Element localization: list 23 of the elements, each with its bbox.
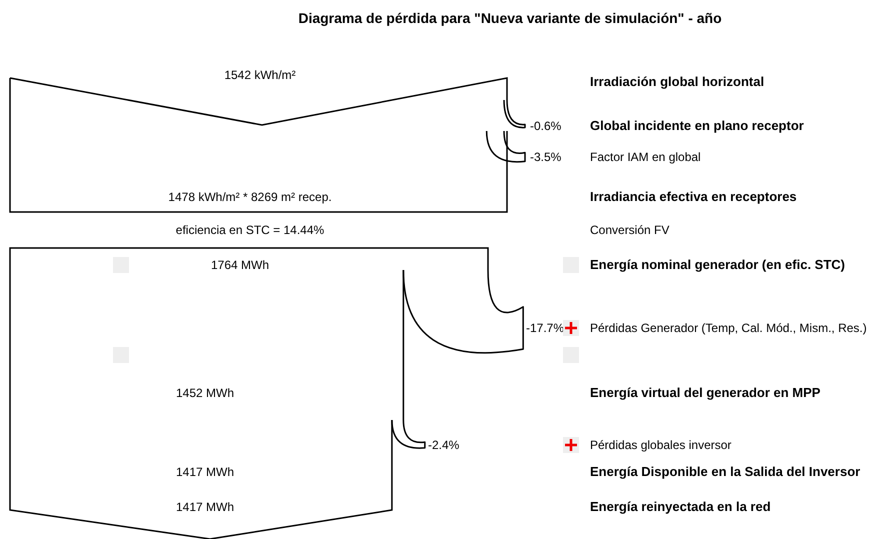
category-label: Factor IAM en global [590,150,701,164]
category-label: Global incidente en plano receptor [590,118,804,133]
text: 1478 kWh/m² * 8269 m² recep. [168,190,332,204]
category-label: Pérdidas globales inversor [590,438,732,452]
category-label: Irradiancia efectiva en receptores [590,189,797,204]
category-label: Pérdidas Generador (Temp, Cal. Mód., Mism., Res.) [590,321,867,335]
data-label: -0.6% [530,119,562,133]
text: 1417 MWh [176,465,234,479]
data-label: -2.4% [428,438,460,452]
text: 1764 MWh [210,258,270,272]
text: 1542 kWh/m² [224,68,296,82]
text: Diagrama de pérdida para "Nueva variante de simulación" - año [298,10,722,26]
category-label: Energía reinyectada en la red [590,499,771,514]
text: 1452 MWh [176,386,234,400]
text: 1417 MWh [176,500,234,514]
category-label: Conversión FV [590,223,670,237]
category-label: Energía nominal generador (en efic. STC) [590,257,845,272]
category-label: Energía Disponible en la Salida del Inversor [590,464,860,479]
category-label: Irradiación global horizontal [590,74,764,89]
data-label: -3.5% [530,150,562,164]
text: eficiencia en STC = 14.44% [176,223,325,237]
category-label: Energía virtual del generador en MPP [590,385,821,400]
data-label: -17.7% [526,321,564,335]
